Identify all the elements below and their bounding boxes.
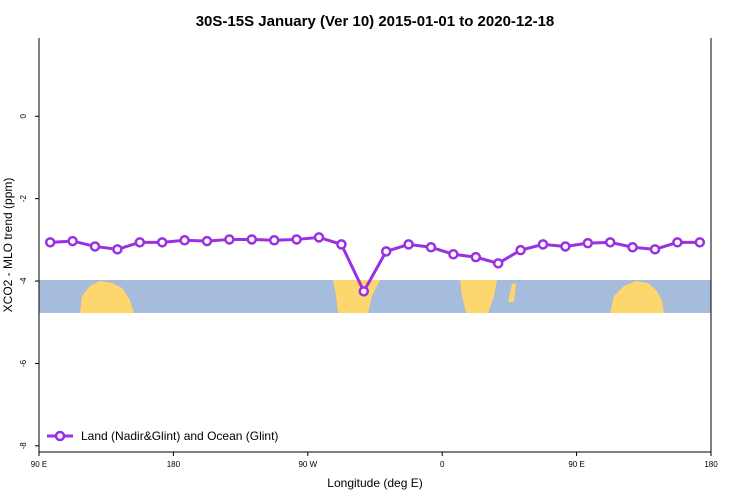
point [425,242,437,253]
point [313,232,325,243]
point [156,237,168,248]
x-tick-label: 180 [167,460,181,469]
point [67,235,78,247]
point [201,235,213,247]
point [291,234,302,245]
point [582,237,594,249]
point [134,237,146,248]
x-tick-label: 90 E [31,460,47,469]
y-tick-label: -6 [19,359,28,367]
y-tick-label: -8 [19,442,28,450]
point [470,251,482,263]
point [560,241,571,252]
x-axis-label: Longitude (deg E) [327,476,422,490]
y-tick-label: -2 [19,195,28,203]
point [672,237,683,248]
y-axis-label: XCO2 - MLO trend (ppm) [1,178,15,313]
point [224,234,235,245]
point [694,237,706,248]
point [627,242,638,253]
point [448,249,459,260]
point [246,234,258,245]
point [537,239,549,250]
x-tick-label: 90 E [568,460,584,469]
point [515,244,526,256]
x-tick-label: 90 W [298,460,317,469]
point [604,237,616,248]
legend-label: Land (Nadir&Glint) and Ocean (Glint) [81,429,278,443]
point [358,286,370,297]
point [336,239,347,250]
point [492,258,504,269]
x-tick-label: 0 [440,460,445,469]
chart-title: 30S-15S January (Ver 10) 2015-01-01 to 2… [196,13,555,30]
point [179,235,190,246]
point [380,246,392,257]
point [649,244,661,255]
x-tick-label: 180 [704,460,718,469]
point [44,237,56,248]
y-tick-label: -4 [19,277,28,285]
point [268,235,280,246]
y-tick-label: 0 [19,113,28,118]
legend-marker [54,430,66,442]
point [89,241,101,252]
point [403,239,414,250]
point [112,244,123,255]
map-strip [39,280,711,313]
